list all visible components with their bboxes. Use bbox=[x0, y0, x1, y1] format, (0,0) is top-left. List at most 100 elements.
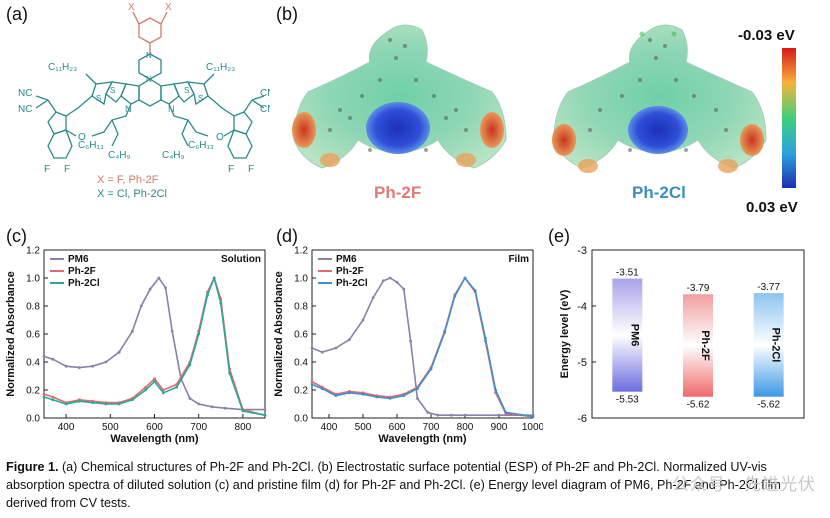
energy-bar-pm6 bbox=[612, 278, 643, 392]
series-line-ph-2cl bbox=[43, 275, 266, 416]
data-point-ph-2f bbox=[42, 392, 46, 396]
caption-bold: Figure 1. bbox=[6, 460, 59, 474]
series-line-ph-2f bbox=[43, 275, 266, 416]
y-tick-label: 1.2 bbox=[294, 246, 308, 257]
x-axis-label: Wavelength (nm) bbox=[110, 433, 199, 445]
y-tick-label: 1.0 bbox=[294, 274, 308, 285]
homo-label: -5.62 bbox=[687, 400, 710, 411]
atom-o: O bbox=[216, 132, 224, 143]
data-point-ph-2cl bbox=[388, 397, 392, 400]
atom-x-left: X bbox=[128, 2, 135, 13]
nc-label: NC bbox=[18, 88, 32, 99]
y-tick-label: 0.8 bbox=[294, 302, 308, 313]
c4h9-right: C₄H₉ bbox=[162, 150, 185, 161]
data-point-ph-2cl bbox=[175, 385, 179, 389]
legend-ph2f: X = F, Ph-2F bbox=[97, 174, 159, 186]
data-point-ph-2cl bbox=[402, 394, 406, 397]
data-point-pm6 bbox=[164, 286, 167, 290]
data-point-pm6 bbox=[320, 350, 324, 354]
x-axis-label: Wavelength (nm) bbox=[378, 433, 467, 445]
atom-n: N bbox=[146, 51, 152, 60]
x-tick-label: 800 bbox=[235, 422, 252, 433]
data-point-ph-2cl bbox=[375, 395, 378, 399]
data-point-ph-2cl bbox=[144, 388, 148, 392]
data-point-pm6 bbox=[77, 366, 81, 369]
atom-f: F bbox=[44, 164, 50, 175]
data-point-pm6 bbox=[463, 413, 467, 417]
data-point-ph-2cl bbox=[320, 387, 324, 390]
plot-frame bbox=[591, 249, 805, 419]
esp-molecule-ph2f: Ph-2F bbox=[292, 24, 507, 202]
y-tick-label: 1.2 bbox=[26, 246, 40, 257]
data-point-ph-2cl bbox=[131, 398, 134, 402]
data-point-ph-2cl bbox=[212, 276, 216, 280]
data-point-ph-2cl bbox=[241, 409, 245, 413]
data-point-ph-2cl bbox=[161, 391, 165, 395]
data-point-pm6 bbox=[223, 406, 227, 410]
data-point-ph-2cl bbox=[188, 363, 192, 367]
data-point-pm6 bbox=[42, 355, 46, 358]
watermark: 公众号 · 先进光伏 bbox=[671, 475, 816, 494]
panel-d-label: (d) bbox=[276, 226, 298, 246]
atom-s: S bbox=[110, 86, 115, 95]
c6h13-right: C₆H₁₃ bbox=[188, 140, 214, 151]
energy-level-chart: -3 -4 -5 -6 Energy level (eV) -3.51 -5.53 PM6 -3… bbox=[559, 245, 805, 425]
atom-x-right: X bbox=[165, 2, 172, 13]
lumo-label: -3.79 bbox=[687, 283, 710, 294]
esp-color-scale bbox=[782, 48, 796, 188]
data-point-ph-2cl bbox=[473, 289, 477, 292]
y-tick-label: 0.4 bbox=[26, 358, 40, 369]
x-tick-label: 700 bbox=[423, 422, 440, 433]
lumo-label: -3.77 bbox=[757, 282, 780, 293]
x-tick-label: 1000 bbox=[522, 422, 543, 433]
y-tick-label: 0.8 bbox=[26, 302, 40, 313]
data-point-pm6 bbox=[139, 304, 143, 308]
legend-entry: PM6 bbox=[68, 254, 89, 265]
data-point-ph-2cl bbox=[531, 415, 535, 418]
y-tick-label: 0.6 bbox=[294, 330, 308, 341]
data-point-ph-2cl bbox=[416, 387, 419, 390]
legend-ph2cl: X = Cl, Ph-2Cl bbox=[97, 188, 167, 200]
bar-name-label: Ph-2F bbox=[699, 330, 711, 361]
legend-entry: Ph-2Cl bbox=[68, 278, 100, 289]
data-point-pm6 bbox=[263, 408, 267, 411]
y-tick-label: 0.4 bbox=[294, 358, 308, 369]
legend-entry: Ph-2F bbox=[68, 266, 96, 277]
data-point-ph-2f bbox=[153, 377, 156, 381]
y-tick-label: -5 bbox=[577, 357, 587, 369]
data-point-ph-2cl bbox=[463, 276, 467, 280]
data-point-pm6 bbox=[91, 364, 95, 368]
lumo-label: -3.51 bbox=[616, 268, 639, 279]
esp-scale-top: -0.03 eV bbox=[738, 27, 795, 44]
data-point-pm6 bbox=[395, 280, 399, 284]
data-point-pm6 bbox=[497, 413, 501, 417]
energy-bar-ph-2f bbox=[683, 294, 713, 397]
cn-label: CN bbox=[260, 88, 270, 99]
x-tick-label: 700 bbox=[190, 422, 207, 433]
y-tick-label: 0.2 bbox=[26, 386, 40, 397]
data-point-pm6 bbox=[436, 413, 440, 417]
uv-vis-film-chart: 400 500 600 700 800 900 1000 0.0 0.2 0.4 0.6 0.8 1.0… bbox=[273, 246, 543, 446]
x-tick-label: 400 bbox=[321, 422, 338, 433]
data-point-ph-2cl bbox=[51, 398, 55, 402]
data-point-ph-2cl bbox=[42, 395, 46, 399]
data-point-ph-2cl bbox=[197, 332, 201, 336]
panel-c-label: (c) bbox=[6, 226, 27, 246]
cn-label: CN bbox=[260, 104, 270, 115]
data-point-ph-2cl bbox=[77, 399, 81, 403]
data-point-ph-2f bbox=[51, 395, 55, 399]
panel-e-label: (e) bbox=[548, 226, 570, 246]
panel-b-label: (b) bbox=[276, 4, 298, 24]
y-tick-label: 1.0 bbox=[26, 274, 40, 285]
atom-f: F bbox=[64, 164, 70, 175]
legend-entry: Ph-2Cl bbox=[336, 278, 368, 289]
atom-n: N bbox=[168, 104, 175, 114]
figure-caption: Figure 1. (a) Chemical structures of Ph-… bbox=[6, 458, 824, 512]
nc-label: NC bbox=[18, 104, 32, 115]
x-tick-label: 600 bbox=[389, 422, 406, 433]
y-axis-label: Normalized Absorbance bbox=[273, 271, 285, 397]
data-point-ph-2cl bbox=[334, 394, 338, 397]
data-point-ph-2cl bbox=[453, 294, 457, 298]
data-point-pm6 bbox=[104, 360, 108, 364]
y-axis-label: Energy level (eV) bbox=[559, 289, 571, 378]
